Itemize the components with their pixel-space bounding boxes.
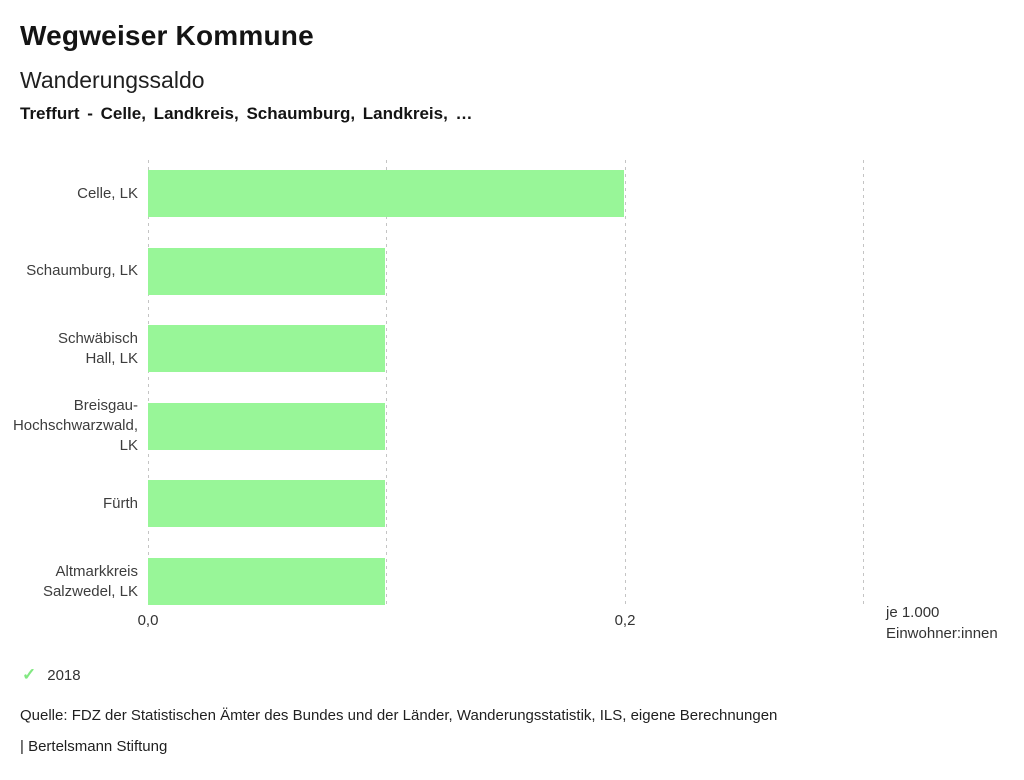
chart-title: Wanderungssaldo (20, 67, 205, 93)
chart-bar[interactable] (148, 480, 385, 528)
axis-unit-line: je 1.000 (886, 604, 940, 621)
app-title: Wegweiser Kommune (20, 20, 314, 51)
category-label: Schwäbisch Hall, LK (0, 329, 138, 369)
chart-bar[interactable] (148, 170, 624, 217)
category-label: Schaumburg, LK (0, 261, 138, 281)
chart-bar[interactable] (148, 402, 385, 450)
gridline (386, 160, 387, 608)
x-tick-label: 0,0 (137, 612, 159, 629)
plot-area (148, 160, 864, 608)
source-note: Quelle: FDZ der Statistischen Ämter des … (20, 707, 778, 724)
comparison-subtitle: Treffurt - Celle, Landkreis, Schaumburg,… (20, 104, 473, 123)
checkmark-icon: ✓ (22, 665, 37, 684)
category-label: Celle, LK (0, 184, 138, 204)
category-label: Breisgau- Hochschwarzwald, LK (0, 396, 138, 456)
gridline (863, 160, 864, 608)
category-label-line: Hochschwarzwald, (12, 417, 138, 435)
category-label: Fürth (0, 494, 138, 514)
category-label: Altmarkkreis Salzwedel, LK (0, 562, 138, 602)
category-label-line: Hall, LK (85, 349, 138, 367)
legend-year-label: 2018 (47, 666, 81, 684)
category-label-line: Salzwedel, LK (42, 582, 138, 600)
category-label-line: Schaumburg, LK (26, 262, 138, 280)
category-label-line: Altmarkkreis (55, 562, 138, 580)
category-label-line: LK (119, 437, 138, 455)
chart-bar[interactable] (148, 247, 385, 295)
category-label-line: Schwäbisch (57, 329, 138, 347)
gridline (148, 160, 149, 608)
axis-unit-line: Einwohner:innen (886, 625, 998, 642)
category-label-line: Celle, LK (77, 184, 138, 202)
axis-unit-label: je 1.000 Einwohner:innen (886, 602, 998, 644)
category-label-line: Breisgau- (73, 397, 138, 415)
gridline (625, 160, 626, 608)
x-axis: 0,0 0,2 (138, 612, 863, 632)
x-tick-label: 0,2 (614, 612, 636, 629)
chart-bar[interactable] (148, 325, 385, 373)
category-labels: Celle, LK Schaumburg, LK Schwäbisch Hall, L… (0, 160, 138, 608)
attribution-note: | Bertelsmann Stiftung (20, 738, 168, 755)
category-label-line: Fürth (102, 494, 138, 512)
chart-bar[interactable] (148, 558, 385, 605)
legend-item-2018[interactable]: ✓ 2018 (22, 666, 81, 684)
